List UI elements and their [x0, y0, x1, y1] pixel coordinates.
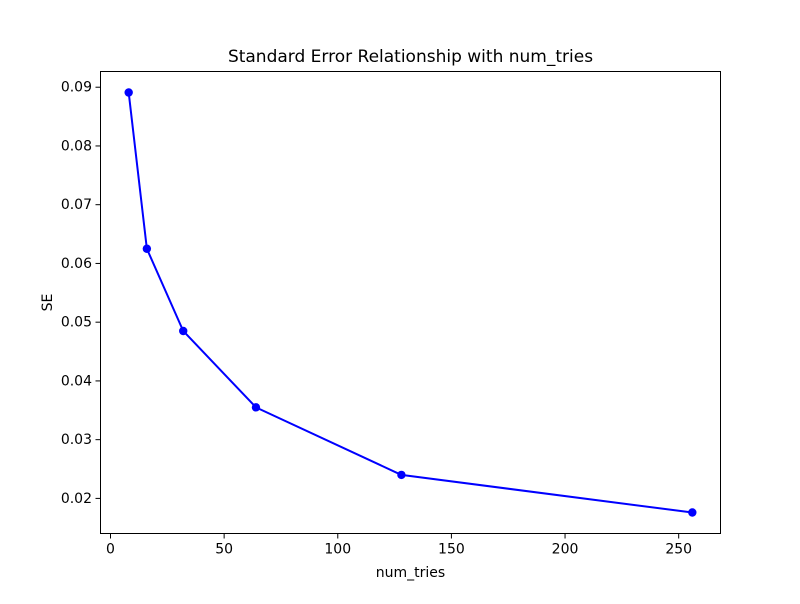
x-tick-label: 250 — [665, 542, 692, 558]
data-point — [142, 244, 152, 253]
x-tick-label: 50 — [215, 542, 233, 558]
x-axis-label: num_tries — [376, 565, 445, 581]
x-axis-ticks: 0 50 100 150 200 250 — [106, 533, 692, 558]
y-tick-label: 0.02 — [61, 491, 92, 507]
y-tick-label: 0.04 — [61, 373, 92, 389]
chart-title: Standard Error Relationship with num_tri… — [228, 47, 593, 67]
x-tick-label: 200 — [552, 542, 579, 558]
y-tick-label: 0.07 — [61, 197, 92, 213]
y-tick-label: 0.03 — [61, 432, 92, 448]
series-line — [127, 91, 694, 514]
data-point — [251, 403, 261, 412]
series-markers — [124, 88, 697, 517]
data-point — [688, 508, 697, 517]
plot-area — [100, 71, 721, 534]
y-axis-label: SE — [40, 294, 56, 312]
x-tick-label: 0 — [106, 542, 115, 558]
data-point — [179, 326, 188, 336]
y-tick-label: 0.09 — [61, 80, 92, 96]
y-axis-ticks: 0.02 0.03 0.04 0.05 0.06 0.07 0.08 0.09 — [61, 80, 101, 507]
y-tick-label: 0.05 — [61, 315, 92, 331]
y-tick-label: 0.08 — [61, 138, 92, 154]
y-tick-label: 0.06 — [61, 256, 92, 272]
data-point — [397, 470, 406, 480]
x-tick-label: 100 — [324, 542, 351, 558]
data-point — [124, 88, 133, 97]
x-tick-label: 150 — [438, 542, 465, 558]
